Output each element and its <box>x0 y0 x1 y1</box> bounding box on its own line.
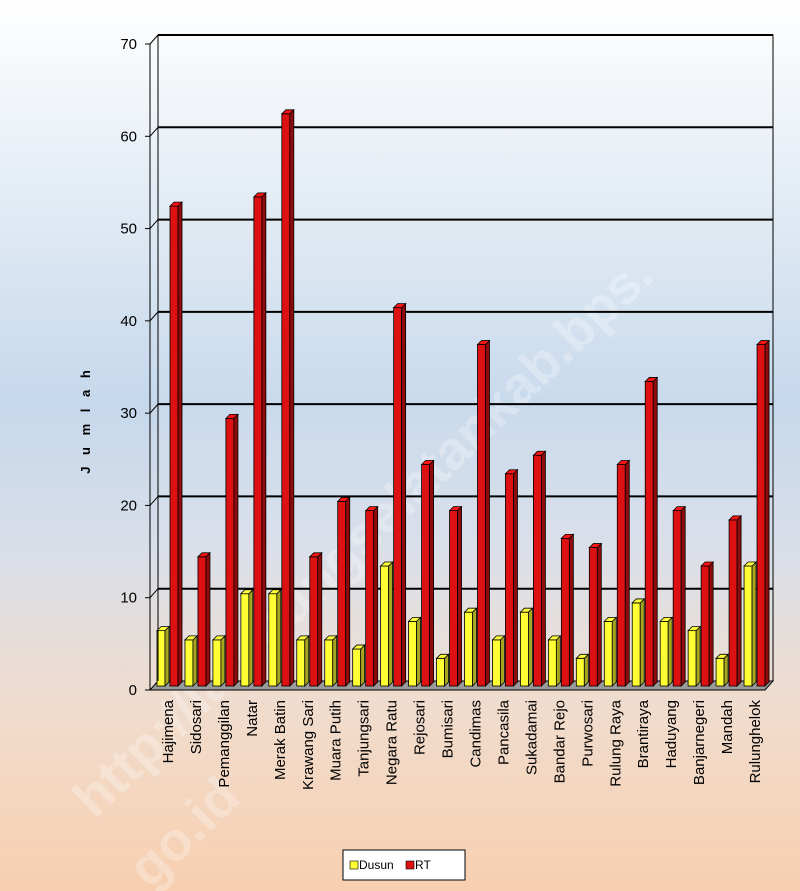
legend-swatch-rt <box>405 860 415 870</box>
bar-dusun <box>463 607 478 687</box>
x-tick-label: Candimas <box>468 700 485 768</box>
bar-dusun <box>211 634 226 687</box>
x-tick-label: Purwosari <box>579 700 596 767</box>
bar-dusun <box>156 625 170 687</box>
bar-rt <box>169 201 183 687</box>
y-tick-label: 0 <box>129 682 137 699</box>
legend: Dusun RT <box>342 849 466 881</box>
x-tick-label: Krawang Sari <box>300 700 317 790</box>
x-tick-label: Rulung Raya <box>607 699 624 786</box>
bar-rt <box>196 551 211 687</box>
x-tick-label: Mandah <box>719 700 736 754</box>
bar-dusun <box>715 653 730 687</box>
bar-dusun <box>519 607 534 687</box>
gridline-side <box>149 588 159 599</box>
gridline-side <box>149 34 159 45</box>
bar-rt <box>616 459 631 687</box>
legend-label-dusun: Dusun <box>359 858 394 872</box>
bar-dusun <box>295 634 310 687</box>
bar-rt <box>644 376 659 687</box>
bar-dusun <box>407 616 422 687</box>
y-tick-label: 60 <box>120 128 137 145</box>
bar-rt <box>364 505 379 687</box>
gridline-side <box>149 311 159 322</box>
x-tick-label: Hajimena <box>160 699 177 763</box>
bar-dusun <box>435 653 450 687</box>
bar-rt <box>280 108 295 687</box>
y-tick-label: 20 <box>120 497 137 514</box>
bar-dusun <box>631 597 646 687</box>
bar-rt <box>448 505 463 687</box>
x-tick-label: Muara Putih <box>328 700 345 781</box>
x-tick-label: Brantiraya <box>635 699 652 768</box>
bar-rt <box>224 413 239 687</box>
bar-dusun <box>547 634 562 687</box>
bar-rt <box>532 450 547 687</box>
legend-swatch-dusun <box>349 860 359 870</box>
bar-rt <box>252 191 267 687</box>
x-tick-label: Sukadamai <box>523 700 540 775</box>
bar-dusun <box>575 653 590 687</box>
legend-box <box>342 849 466 881</box>
bar-dusun <box>603 616 618 687</box>
bar-dusun <box>323 634 338 687</box>
bars <box>156 108 771 687</box>
x-tick-label: Rulunghelok <box>747 700 764 784</box>
x-tick-label: Pemanggilan <box>216 700 233 788</box>
bar-dusun <box>239 588 254 687</box>
y-tick-label: 30 <box>120 405 137 422</box>
x-tick-label: Tanjungsari <box>356 700 373 777</box>
bar-rt <box>420 459 435 687</box>
x-tick-label: Merak Batin <box>272 700 289 780</box>
gridline-side <box>149 403 159 414</box>
bar-dusun <box>491 634 506 687</box>
x-tick-label: Banjarnegeri <box>691 700 708 785</box>
bar-dusun <box>743 561 758 687</box>
x-tick-label: Haduyang <box>663 700 680 768</box>
bar-dusun <box>183 634 198 687</box>
y-tick-label: 10 <box>120 590 137 607</box>
bar-dusun <box>267 588 282 687</box>
x-tick-label: Bumisari <box>440 700 457 758</box>
x-tick-label: Negara Ratu <box>384 700 401 785</box>
y-tick-labels: 0 10 20 30 40 50 60 70 <box>120 36 150 699</box>
bar-rt <box>700 561 715 687</box>
gridline-side <box>149 126 159 137</box>
bar-rt <box>756 339 771 687</box>
x-tick-labels: Hajimena Sidosari Pemanggilan Natar Merak Ba… <box>160 699 764 790</box>
bar-dusun <box>687 625 702 687</box>
legend-label-rt: RT <box>415 858 431 872</box>
bar-rt <box>504 468 519 687</box>
bar-rt <box>728 514 743 687</box>
y-tick-label: 40 <box>120 313 137 330</box>
x-tick-label: Bandar Rejo <box>551 700 568 783</box>
x-tick-label: Natar <box>244 700 261 737</box>
bar-dusun <box>351 644 366 687</box>
bar-rt <box>476 339 491 687</box>
y-axis-label: J u m l a h <box>78 366 93 474</box>
gridline-side <box>149 496 159 506</box>
axes <box>149 35 765 691</box>
bar-dusun <box>659 616 674 687</box>
bar-rt <box>308 551 323 687</box>
bar-rt <box>392 302 407 687</box>
bar-rt <box>560 533 575 687</box>
y-tick-label: 50 <box>120 221 137 238</box>
x-tick-label: Pancasila <box>495 699 512 765</box>
bar-rt <box>672 505 687 687</box>
bar-rt <box>336 496 351 687</box>
x-tick-label: Rejosari <box>412 700 429 755</box>
gridline-side <box>149 219 159 229</box>
y-tick-label: 70 <box>120 36 137 53</box>
bar-dusun <box>379 561 394 687</box>
bar-rt <box>588 542 603 687</box>
x-tick-label: Sidosari <box>188 700 205 754</box>
